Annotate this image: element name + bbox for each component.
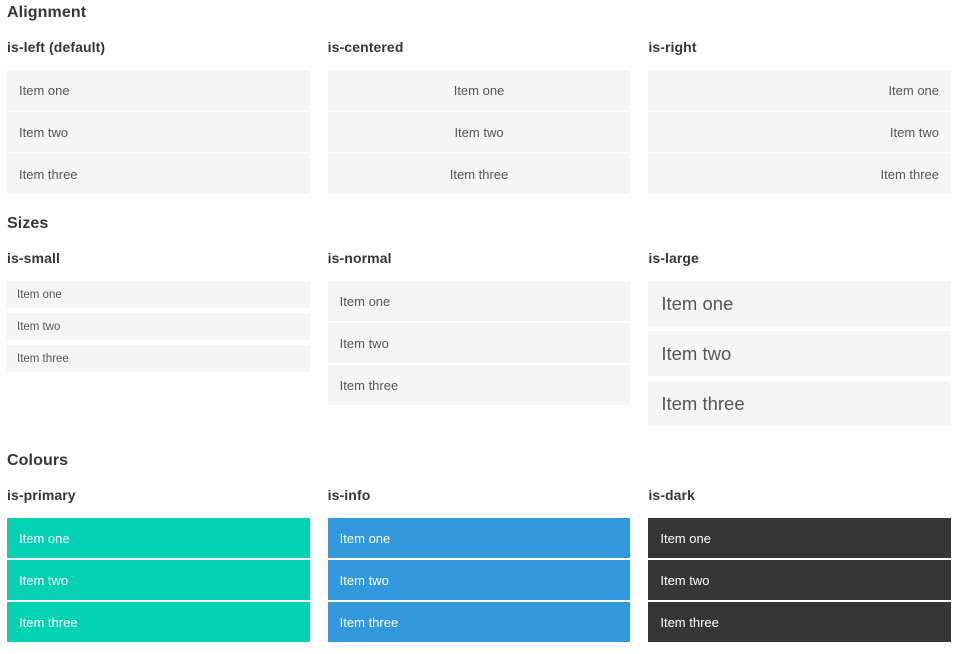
list-item: Item one — [327, 518, 631, 558]
list-item: Item one — [648, 518, 952, 558]
sizes-columns: is-small Item one Item two Item three is… — [7, 233, 952, 431]
list-is-left: Item one Item two Item three — [7, 70, 310, 194]
column-is-info: is-info Item one Item two Item three — [327, 470, 631, 644]
list-item: Item three — [7, 602, 310, 642]
list-is-normal: Item one Item two Item three — [327, 281, 631, 405]
list-item: Item one — [7, 70, 310, 110]
list-is-small: Item one Item two Item three — [7, 281, 310, 372]
section-title-sizes: Sizes — [7, 215, 49, 232]
list-is-info: Item one Item two Item three — [327, 518, 631, 642]
list-item: Item two — [648, 112, 952, 152]
list-is-large: Item one Item two Item three — [648, 281, 952, 426]
list-item: Item one — [327, 281, 631, 321]
list-item: Item two — [327, 112, 631, 152]
list-is-primary: Item one Item two Item three — [7, 518, 310, 642]
list-item: Item two — [7, 112, 310, 152]
list-item: Item one — [648, 281, 952, 326]
list-item: Item two — [7, 560, 310, 600]
section-sizes: Sizes is-small Item one Item two Item th… — [7, 215, 952, 431]
column-subtitle-is-primary: is-primary — [7, 487, 76, 503]
list-item: Item three — [648, 381, 952, 426]
column-is-large: is-large Item one Item two Item three — [648, 233, 952, 431]
list-item: Item three — [7, 345, 310, 372]
list-item: Item one — [648, 70, 952, 110]
list-item: Item two — [327, 323, 631, 363]
column-is-dark: is-dark Item one Item two Item three — [648, 470, 952, 644]
list-item: Item three — [327, 154, 631, 194]
column-subtitle-is-info: is-info — [327, 487, 371, 503]
list-item: Item three — [327, 602, 631, 642]
column-subtitle-is-small: is-small — [7, 250, 60, 266]
list-item: Item three — [7, 154, 310, 194]
list-item: Item two — [327, 560, 631, 600]
section-title-colours: Colours — [7, 452, 69, 469]
column-is-centered: is-centered Item one Item two Item three — [327, 22, 631, 196]
column-is-small: is-small Item one Item two Item three — [7, 233, 310, 431]
colours-columns: is-primary Item one Item two Item three … — [7, 470, 952, 644]
alignment-columns: is-left (default) Item one Item two Item… — [7, 22, 952, 196]
list-item: Item two — [7, 313, 310, 340]
list-is-centered: Item one Item two Item three — [327, 70, 631, 194]
column-is-normal: is-normal Item one Item two Item three — [327, 233, 631, 431]
list-item: Item one — [7, 518, 310, 558]
list-style-guide: Alignment is-left (default) Item one Ite… — [7, 4, 952, 644]
list-item: Item three — [648, 154, 952, 194]
list-is-dark: Item one Item two Item three — [648, 518, 952, 642]
section-title-alignment: Alignment — [7, 4, 87, 21]
column-subtitle-is-right: is-right — [648, 39, 697, 55]
column-subtitle-is-dark: is-dark — [648, 487, 695, 503]
column-subtitle-is-left: is-left (default) — [7, 39, 106, 55]
list-item: Item three — [648, 602, 952, 642]
list-is-right: Item one Item two Item three — [648, 70, 952, 194]
column-subtitle-is-centered: is-centered — [327, 39, 404, 55]
list-item: Item two — [648, 560, 952, 600]
list-item: Item one — [327, 70, 631, 110]
column-is-left: is-left (default) Item one Item two Item… — [7, 22, 310, 196]
list-item: Item three — [327, 365, 631, 405]
column-is-primary: is-primary Item one Item two Item three — [7, 470, 310, 644]
column-subtitle-is-normal: is-normal — [327, 250, 392, 266]
list-item: Item two — [648, 331, 952, 376]
section-alignment: Alignment is-left (default) Item one Ite… — [7, 4, 952, 196]
section-colours: Colours is-primary Item one Item two Ite… — [7, 452, 952, 644]
list-item: Item one — [7, 281, 310, 308]
column-is-right: is-right Item one Item two Item three — [648, 22, 952, 196]
column-subtitle-is-large: is-large — [648, 250, 699, 266]
